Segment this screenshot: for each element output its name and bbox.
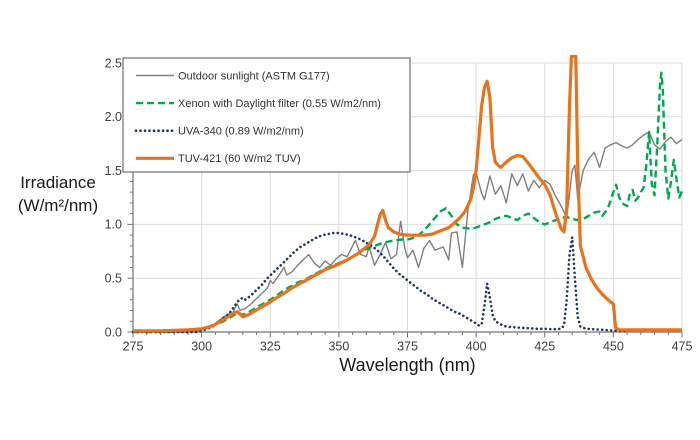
tick-labels: 275 300 325 350 375 400 425 450 475 0.0 0.5 1.0 1.5 2… (105, 56, 693, 353)
legend: Outdoor sunlight (ASTM G177) Xenon with D… (122, 57, 411, 173)
y-axis-title: Irradiance (W/m²/nm) (0, 171, 116, 217)
y-tick-label: 1.0 (105, 218, 122, 232)
x-tick-label: 325 (260, 340, 281, 354)
series-line-xenon-daylight-filter (133, 71, 684, 334)
y-tick-label: 2.0 (105, 110, 122, 124)
y-axis-title-line1: Irradiance (20, 173, 96, 192)
x-tick-label: 375 (397, 340, 418, 354)
y-tick-label: 0.0 (105, 325, 122, 339)
y-axis-title-line2: (W/m²/nm) (17, 196, 99, 215)
y-tick-label: 0.5 (105, 272, 122, 286)
legend-label-uva-340: UVA-340 (0.89 W/m2/nm) (178, 126, 304, 138)
x-tick-label: 425 (534, 340, 555, 354)
x-tick-label: 275 (123, 340, 144, 354)
legend-label-outdoor-sunlight: Outdoor sunlight (ASTM G177) (178, 70, 330, 82)
legend-label-tuv-421: TUV-421 (60 W/m2 TUV) (178, 153, 301, 165)
series-line-uva-340 (132, 231, 629, 334)
series-lines (132, 54, 684, 334)
y-tick-label: 1.5 (105, 164, 122, 178)
x-axis-title: Wavelength (nm) (339, 355, 476, 375)
series-line-outdoor-sunlight (133, 131, 683, 333)
x-tick-label: 300 (191, 340, 212, 354)
x-tick-label: 475 (672, 340, 693, 354)
x-tick-label: 400 (466, 340, 487, 354)
series-line-tuv-421 (133, 54, 682, 333)
x-tick-label: 450 (603, 340, 624, 354)
legend-label-xenon-daylight-filter: Xenon with Daylight filter (0.55 W/m2/nm… (178, 98, 381, 110)
y-tick-label: 2.5 (105, 56, 122, 70)
x-tick-label: 350 (328, 340, 349, 354)
